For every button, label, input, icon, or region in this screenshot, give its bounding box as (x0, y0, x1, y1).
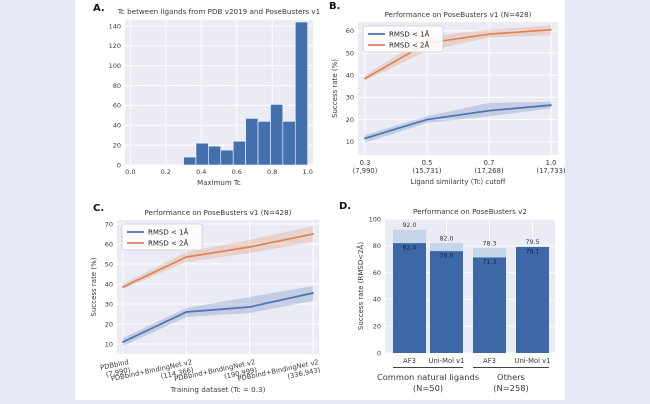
y-tick-label: 10 (105, 340, 113, 348)
bar-value-label: 76.0 (439, 253, 453, 260)
confidence-band-1 (123, 226, 313, 289)
histogram-bar (195, 142, 209, 166)
y-tick-label: 60 (105, 240, 113, 248)
y-tick-label: 80 (373, 242, 381, 250)
y-tick-label: 120 (109, 42, 121, 50)
x-tick-label: 1.0 (303, 168, 313, 176)
x-tick-label: 0.5 (15,731) (412, 159, 441, 175)
y-tick-label: 80 (113, 82, 121, 90)
bar-0 (393, 243, 426, 353)
bar-cap-value-label: 92.0 (402, 222, 416, 229)
y-tick-label: 100 (109, 62, 121, 70)
panel-label-a: A. (93, 3, 105, 14)
x-tick-label: 0.3 (7,990) (353, 159, 378, 175)
bar-value-label: 71.3 (482, 259, 496, 266)
y-tick-label: 30 (105, 300, 113, 308)
panel-a-title: Tc between ligands from PDB v2019 and Po… (117, 7, 321, 16)
bar-tick-label: Uni-Mol v1 (428, 357, 464, 365)
histogram-bar (220, 149, 234, 166)
group-sublabel-0: (N=50) (413, 383, 443, 393)
confidence-band-0 (123, 286, 313, 346)
y-tick-label: 20 (105, 320, 113, 328)
x-tick-label: 1.0 (17,733) (536, 159, 565, 175)
bar-value-label: 82.0 (402, 245, 416, 252)
y-tick-label: 20 (113, 141, 121, 149)
panel-d-ylabel: Success rate (RMSD<2Å) (356, 242, 365, 330)
y-tick-label: 0 (377, 349, 381, 357)
figure-card: A. B. C. D. 0 20 40 60 80 100 120 140 0.0 0.2 0.4 0… (75, 0, 566, 400)
bar-cap-value-label: 79.5 (525, 239, 539, 246)
panel-c-line-chart-title: Performance on PoseBusters v1 (N=428) (144, 208, 291, 217)
group-sublabel-1: (N=258) (493, 383, 528, 393)
panel-label-d: D. (339, 201, 352, 212)
panel-c-line-chart: 10 20 30 40 50 60 70 RMSD < 1Å RMSD < 2Å Performa… (90, 208, 321, 394)
histogram-bar (245, 118, 259, 166)
panel-b-line-chart: 10 20 30 40 50 60 RMSD < 1Å RMSD < 2Å Performanc… (331, 10, 566, 186)
panel-b-line-chart-ylabel: Success rate (%) (331, 59, 339, 118)
y-tick-label: 50 (105, 260, 113, 268)
bar-tick-label: Uni-Mol v1 (514, 357, 550, 365)
y-tick-label: 40 (105, 280, 113, 288)
group-label-0: Common natural ligands (377, 372, 479, 382)
y-tick-label: 70 (105, 220, 113, 228)
panel-b-line-chart-title: Performance on PoseBusters v1 (N=428) (384, 10, 531, 19)
y-tick-label: 40 (373, 296, 381, 304)
bar-3 (516, 247, 549, 353)
x-tick-label: 0.4 (196, 168, 206, 176)
series-line-1 (364, 28, 552, 80)
x-tick-label: 0.0 (125, 168, 135, 176)
bar-2 (473, 257, 506, 353)
bar-1 (430, 251, 463, 353)
histogram-bar (294, 21, 308, 166)
panel-a-histogram: 0 20 40 60 80 100 120 140 0.0 0.2 0.4 0.6 0.8 1.0 Tc b… (109, 7, 321, 187)
x-tick-label: 0.6 (232, 168, 242, 176)
panel-d-title: Performance on PoseBusters v2 (413, 207, 527, 216)
histogram-bar (257, 121, 271, 166)
series-line-0 (364, 104, 552, 140)
y-tick-label: 60 (346, 27, 354, 35)
panel-a-xlabel: Maximum Tc (197, 179, 241, 187)
y-tick-label: 0 (117, 161, 121, 169)
panel-b-xlabel: Ligand similarity (Tc) cutoff (411, 178, 506, 186)
x-tick-label: 0.7 (17,268) (474, 159, 503, 175)
histogram-bar (282, 121, 296, 166)
panel-c-xlabel: Training dataset (Tc = 0.3) (170, 385, 266, 394)
y-tick-label: 20 (346, 116, 354, 124)
panel-label-c: C. (93, 203, 105, 214)
bar-tick-label: AF3 (403, 357, 416, 365)
y-tick-label: 60 (373, 269, 381, 277)
y-tick-label: 140 (109, 22, 121, 30)
group-label-1: Others (497, 372, 525, 382)
bar-cap-value-label: 82.0 (439, 236, 453, 243)
bar-cap-value-label: 78.3 (482, 241, 496, 248)
y-tick-label: 60 (113, 102, 121, 110)
y-tick-label: 50 (346, 49, 354, 57)
legend-label-0: RMSD < 1Å (148, 228, 189, 237)
confidence-band-0 (365, 101, 551, 143)
legend-label-1: RMSD < 2Å (389, 41, 430, 50)
y-tick-label: 20 (373, 323, 381, 331)
y-tick-label: 40 (346, 72, 354, 80)
x-tick-label: 0.2 (161, 168, 171, 176)
panel-d-bar-chart: 0 20 40 60 80 100 92.0 82.0 AF3 82.0 76.0 Uni-Mol v… (356, 207, 555, 393)
series-line-1 (122, 233, 314, 288)
legend-label-1: RMSD < 2Å (148, 239, 189, 248)
x-tick-label: 0.8 (267, 168, 277, 176)
y-tick-label: 100 (369, 215, 381, 223)
bar-value-label: 79.1 (525, 249, 539, 256)
histogram-bar (270, 104, 284, 166)
y-tick-label: 40 (113, 122, 121, 130)
panel-label-b: B. (329, 1, 341, 12)
panel-c-line-chart-ylabel: Success rate (%) (90, 257, 98, 316)
histogram-bar (232, 140, 246, 166)
y-tick-label: 10 (346, 138, 354, 146)
series-line-0 (122, 292, 314, 343)
histogram-bar (183, 156, 197, 166)
y-tick-label: 30 (346, 94, 354, 102)
bar-tick-label: AF3 (483, 357, 496, 365)
histogram-bar (208, 145, 222, 166)
legend-label-0: RMSD < 1Å (389, 30, 430, 39)
